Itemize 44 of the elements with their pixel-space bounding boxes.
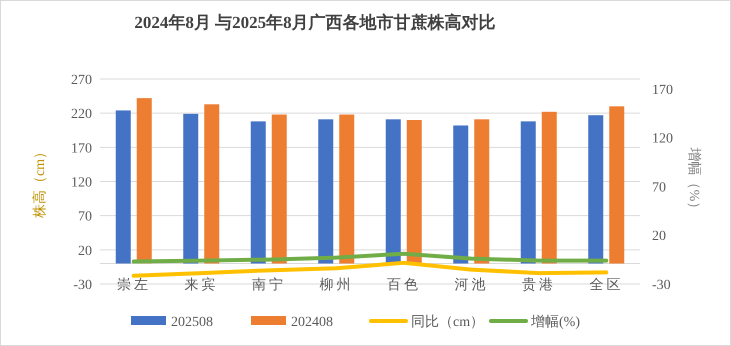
- bar: [474, 119, 490, 264]
- y-tick-label: 70: [78, 210, 92, 225]
- x-tick-label: 河池: [454, 277, 488, 293]
- x-tick-label: 南宁: [252, 277, 286, 293]
- legend-label: 202408: [291, 315, 333, 330]
- bar: [386, 119, 401, 264]
- x-tick-label: 全区: [589, 277, 624, 293]
- x-tick-label: 来宾: [184, 277, 218, 293]
- y2-tick-label: 120: [652, 132, 673, 147]
- y-tick-label: 120: [71, 176, 92, 190]
- y2-tick-label: 170: [652, 82, 673, 98]
- y2-tick-label: 20: [652, 229, 666, 244]
- bar: [318, 119, 334, 264]
- y2-axis-title: 增幅（%）: [686, 146, 702, 216]
- bar: [183, 114, 198, 264]
- bar: [250, 121, 266, 264]
- y-tick-label: 170: [71, 141, 92, 156]
- x-tick-label: 百色: [386, 277, 421, 293]
- y2-tick-label: -30: [652, 278, 671, 293]
- bar: [542, 112, 557, 264]
- legend-label: 202508: [171, 315, 213, 330]
- bar: [520, 121, 536, 264]
- x-tick-label: 崇左: [116, 277, 151, 293]
- y-tick-label: 220: [71, 107, 92, 122]
- bar: [609, 106, 624, 264]
- bar: [204, 104, 220, 264]
- bar: [116, 110, 131, 264]
- x-tick-label: 柳州: [319, 277, 354, 293]
- bar: [339, 114, 354, 264]
- line-series: [132, 252, 608, 264]
- y-tick-label: 270: [71, 73, 92, 88]
- legend-label: 增幅(%): [530, 314, 580, 330]
- y2-tick-label: 70: [652, 180, 666, 196]
- bar: [588, 115, 604, 264]
- y-tick-label: 20: [78, 244, 92, 259]
- bar: [406, 120, 422, 264]
- bar: [272, 114, 287, 264]
- line-series: [132, 260, 608, 278]
- bar: [453, 125, 468, 264]
- x-tick-label: 贵港: [522, 277, 556, 293]
- y-axis-title: 株高（cm）: [32, 144, 48, 220]
- chart-title: 2024年8月 与2025年8月广西各地市甘蔗株高对比: [134, 13, 496, 32]
- y-tick-label: -30: [73, 278, 92, 293]
- legend-label: 同比（cm）: [411, 314, 484, 330]
